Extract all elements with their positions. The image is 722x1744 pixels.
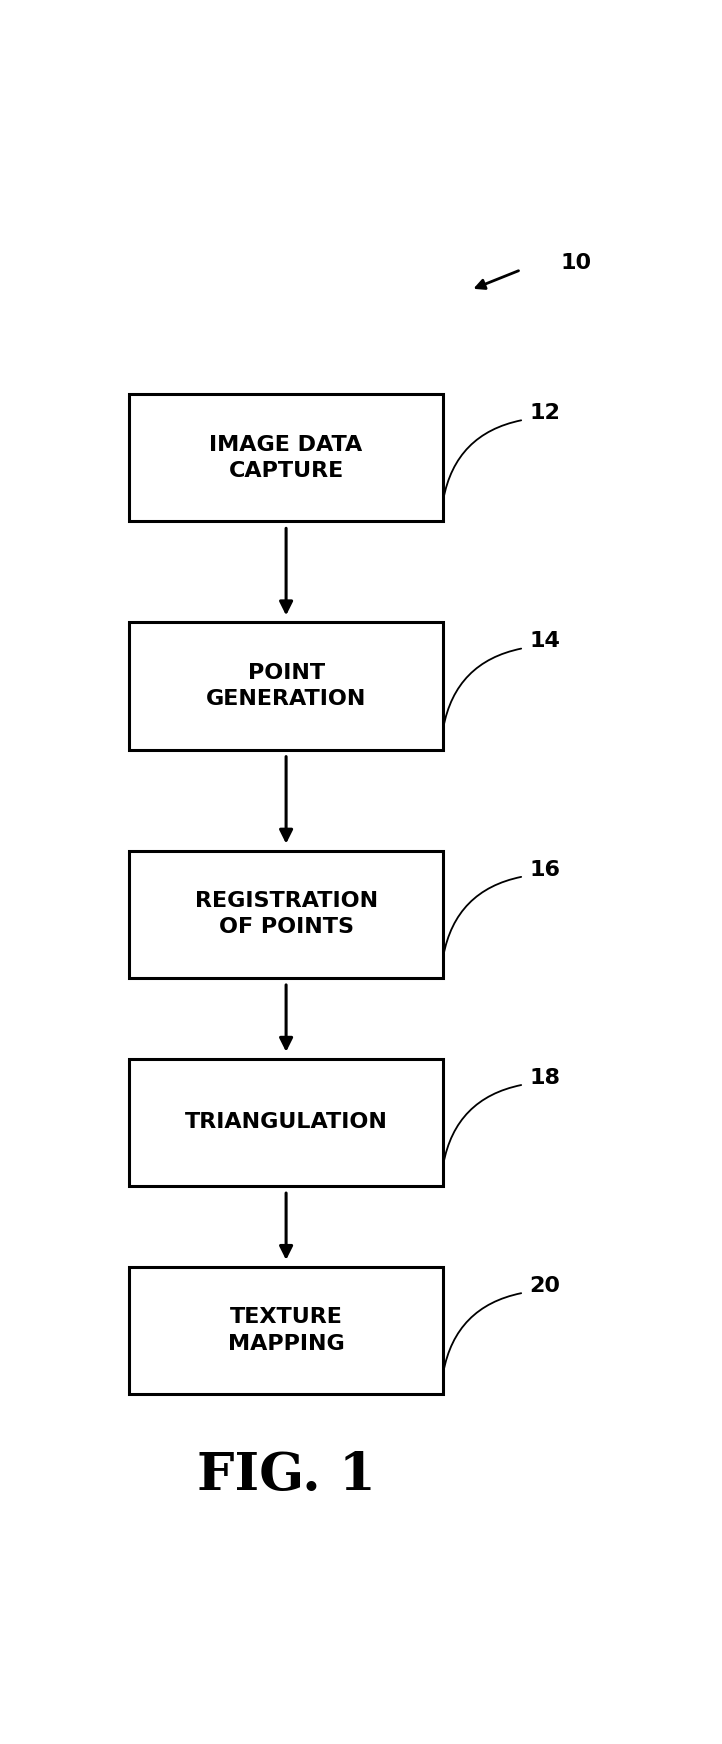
Text: TRIANGULATION: TRIANGULATION	[185, 1113, 388, 1132]
Text: FIG. 1: FIG. 1	[196, 1449, 375, 1502]
Bar	[129, 851, 443, 978]
Text: 20: 20	[529, 1277, 560, 1296]
Text: REGISTRATION
OF POINTS: REGISTRATION OF POINTS	[194, 891, 378, 938]
Bar	[129, 394, 443, 521]
Text: 16: 16	[529, 860, 560, 879]
Text: 14: 14	[529, 631, 560, 651]
Text: 12: 12	[529, 403, 560, 424]
Bar	[129, 1266, 443, 1395]
Text: TEXTURE
MAPPING: TEXTURE MAPPING	[227, 1308, 344, 1353]
Bar	[129, 1059, 443, 1186]
Text: 10: 10	[560, 253, 591, 274]
Bar	[129, 623, 443, 750]
Text: 18: 18	[529, 1067, 560, 1088]
Text: IMAGE DATA
CAPTURE: IMAGE DATA CAPTURE	[209, 434, 362, 481]
Text: POINT
GENERATION: POINT GENERATION	[206, 663, 366, 710]
